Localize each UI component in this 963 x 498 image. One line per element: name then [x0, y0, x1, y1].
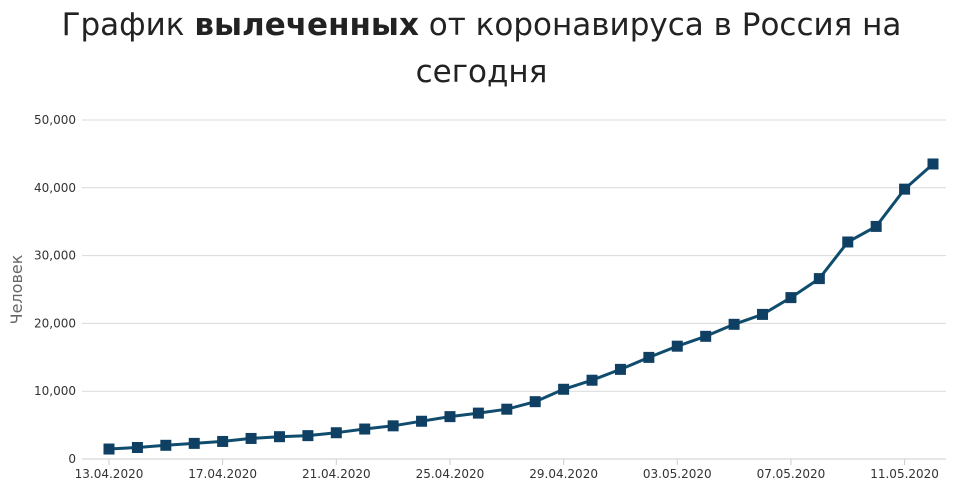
data-point[interactable] [245, 432, 257, 444]
data-point[interactable] [529, 396, 541, 408]
data-point[interactable] [131, 442, 143, 454]
y-tick-label: 40,000 [34, 181, 76, 195]
x-tick-label: 03.05.2020 [643, 467, 712, 481]
title-bold: вылеченных [194, 7, 419, 43]
x-axis-ticks: 13.04.2020 17.04.2020 21.04.2020 25.04.2020… [75, 459, 939, 481]
x-tick-label: 07.05.2020 [757, 467, 826, 481]
y-axis-label: Человек [7, 254, 26, 324]
data-point[interactable] [217, 435, 229, 447]
data-point[interactable] [501, 403, 513, 415]
x-tick-label: 25.04.2020 [416, 467, 485, 481]
data-point[interactable] [586, 374, 598, 386]
y-tick-label: 50,000 [34, 113, 76, 127]
x-tick-label: 21.04.2020 [302, 467, 371, 481]
x-tick-label: 17.04.2020 [188, 467, 257, 481]
data-point[interactable] [870, 220, 882, 232]
data-series [103, 158, 939, 455]
data-point[interactable] [927, 158, 939, 170]
x-tick-label: 11.05.2020 [870, 467, 939, 481]
data-point[interactable] [330, 427, 342, 439]
data-point[interactable] [302, 430, 314, 442]
title-prefix: График [61, 7, 195, 43]
series-line [108, 162, 934, 451]
data-point[interactable] [842, 236, 854, 248]
y-tick-label: 30,000 [34, 249, 76, 263]
data-point[interactable] [899, 183, 911, 195]
data-point[interactable] [643, 351, 655, 363]
data-point[interactable] [160, 439, 172, 451]
data-point[interactable] [103, 443, 115, 455]
data-point[interactable] [444, 411, 456, 423]
data-point[interactable] [558, 383, 570, 395]
y-tick-label: 20,000 [34, 316, 76, 330]
grid-lines [82, 119, 946, 460]
data-point[interactable] [416, 415, 428, 427]
y-tick-label: 10,000 [34, 384, 76, 398]
data-point[interactable] [273, 431, 285, 443]
data-point[interactable] [472, 407, 484, 419]
chart-title: График вылеченных от коронавируса в Росс… [0, 2, 963, 96]
y-axis-ticks: 0 10,000 20,000 30,000 40,000 50,000 [34, 113, 76, 466]
data-point[interactable] [757, 308, 769, 320]
title-suffix: от коронавируса в Россия на сегодня [415, 7, 902, 90]
y-tick-label: 0 [68, 452, 76, 466]
data-point[interactable] [671, 340, 683, 352]
x-tick-label: 29.04.2020 [529, 467, 598, 481]
data-point[interactable] [614, 363, 626, 375]
data-point[interactable] [728, 318, 740, 330]
data-point[interactable] [188, 437, 200, 449]
data-point[interactable] [359, 423, 371, 435]
data-point[interactable] [700, 330, 712, 342]
x-tick-label: 13.04.2020 [75, 467, 144, 481]
data-point[interactable] [813, 273, 825, 285]
data-point[interactable] [387, 420, 399, 432]
data-point[interactable] [785, 292, 797, 304]
